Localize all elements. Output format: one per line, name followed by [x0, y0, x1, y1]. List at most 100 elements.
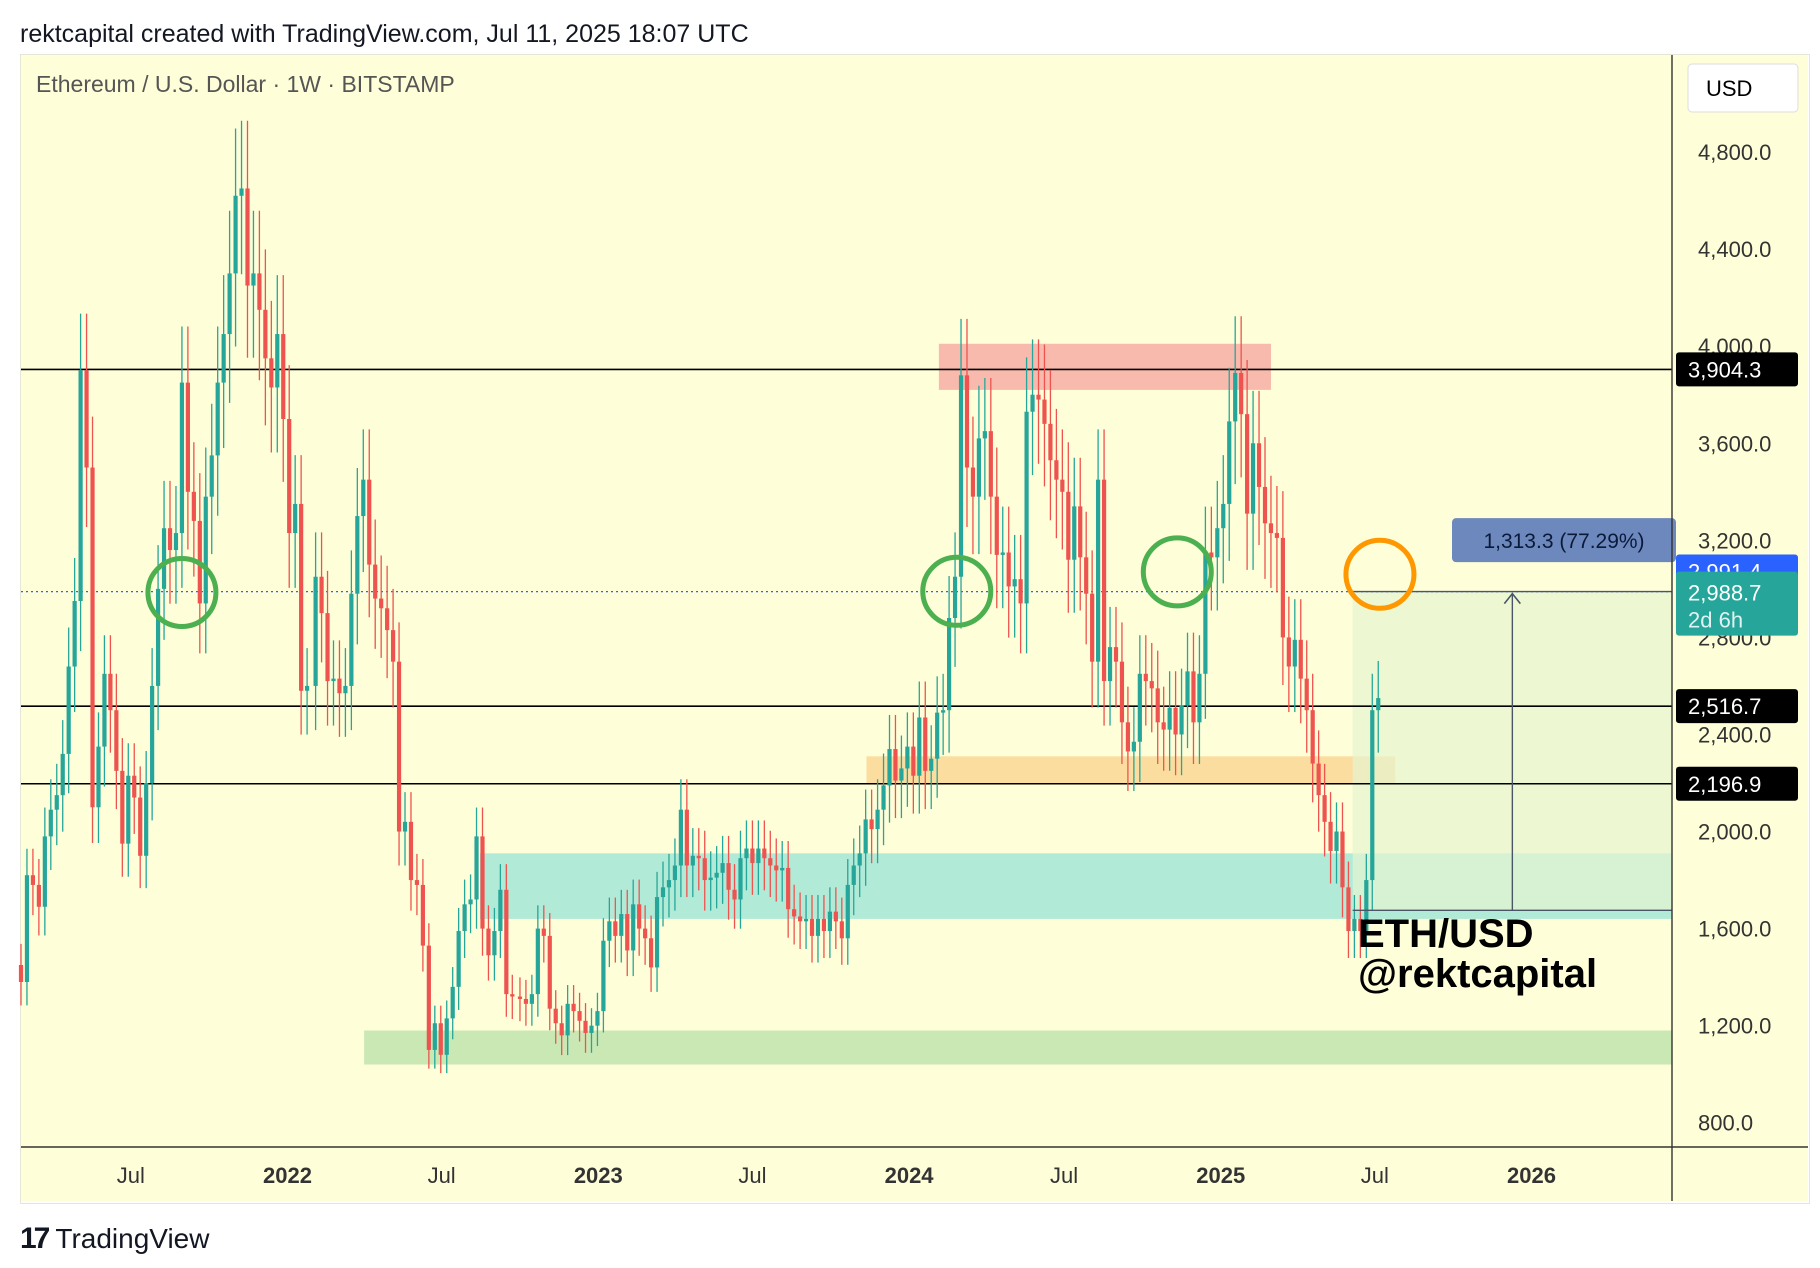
candle-98 — [607, 921, 612, 941]
candle-34 — [221, 334, 226, 383]
candle-117 — [720, 863, 725, 873]
candle-126 — [774, 865, 779, 871]
green-circle-3 — [1140, 535, 1214, 609]
level-tag-0-bg — [1676, 352, 1798, 387]
candle-19 — [132, 775, 137, 798]
candle-165 — [1006, 552, 1011, 587]
time-axis-background — [21, 1147, 1808, 1201]
candle-212 — [1286, 637, 1291, 667]
candle-122 — [750, 848, 755, 864]
candle-52 — [331, 678, 336, 682]
candle-176 — [1072, 506, 1077, 560]
candle-38 — [245, 188, 250, 286]
candle-72 — [450, 986, 455, 1019]
candle-58 — [367, 479, 372, 565]
chart-frame — [20, 54, 1810, 1204]
candle-169 — [1030, 394, 1035, 412]
candle-15 — [108, 673, 113, 711]
candle-37 — [239, 188, 244, 196]
y-tick-label-3: 2,000.0 — [1698, 820, 1771, 845]
tradingview-logo-icon[interactable]: 17 — [20, 1222, 50, 1255]
candle-69 — [432, 1023, 437, 1050]
candle-221 — [1340, 831, 1345, 888]
candle-67 — [420, 884, 425, 946]
candle-124 — [762, 848, 767, 859]
candle-56 — [355, 516, 360, 594]
candle-40 — [257, 273, 262, 310]
candle-202 — [1227, 421, 1232, 504]
candle-219 — [1328, 821, 1333, 851]
candle-168 — [1024, 411, 1029, 604]
candle-44 — [281, 334, 286, 419]
candle-132 — [809, 918, 815, 936]
demand-zone-green — [364, 1030, 1672, 1065]
candle-81 — [504, 889, 509, 995]
candle-99 — [613, 921, 618, 936]
candle-155 — [947, 617, 952, 711]
x-tick-label-3: 2023 — [574, 1163, 623, 1188]
x-tick-label-7: 2025 — [1196, 1163, 1245, 1188]
candle-182 — [1107, 647, 1113, 682]
candle-123 — [756, 848, 761, 864]
candle-2 — [30, 875, 36, 885]
attribution-header: rektcapital created with TradingView.com… — [20, 20, 749, 48]
currency-button[interactable] — [1687, 63, 1799, 113]
candle-91 — [565, 1003, 570, 1036]
candle-187 — [1137, 673, 1142, 742]
candle-146 — [893, 749, 898, 781]
candle-107 — [660, 887, 666, 898]
candle-191 — [1161, 722, 1166, 730]
candle-78 — [486, 928, 491, 956]
green-circle-2 — [920, 554, 994, 628]
candle-86 — [535, 928, 540, 995]
candle-142 — [869, 819, 874, 830]
candle-201 — [1221, 503, 1226, 529]
candle-141 — [863, 819, 868, 854]
candle-158 — [964, 375, 970, 468]
x-tick-label-2: Jul — [428, 1163, 456, 1188]
candle-5 — [48, 809, 53, 837]
candle-211 — [1280, 537, 1285, 638]
candle-157 — [958, 375, 964, 577]
candle-172 — [1048, 423, 1053, 461]
candle-103 — [637, 904, 642, 929]
candle-11 — [84, 370, 89, 468]
x-tick-label-6: Jul — [1050, 1163, 1078, 1188]
candle-28 — [185, 382, 190, 492]
candle-79 — [492, 931, 497, 956]
candle-181 — [1101, 479, 1107, 682]
candle-48 — [304, 685, 310, 691]
candle-218 — [1322, 795, 1327, 822]
candle-160 — [976, 438, 982, 497]
level-tag-2-bg — [1676, 766, 1798, 801]
candle-51 — [325, 613, 330, 682]
candle-206 — [1250, 443, 1256, 514]
candle-70 — [438, 1023, 443, 1055]
candle-24 — [161, 528, 167, 589]
candle-156 — [952, 576, 958, 618]
candle-89 — [553, 1008, 558, 1024]
green-circle-1 — [145, 556, 219, 630]
candle-76 — [474, 836, 479, 900]
x-tick-label-8: Jul — [1361, 1163, 1389, 1188]
candle-179 — [1090, 593, 1095, 662]
candle-143 — [875, 809, 880, 830]
candle-145 — [887, 749, 892, 786]
candle-196 — [1191, 671, 1196, 723]
candle-128 — [786, 867, 791, 910]
candle-0 — [18, 965, 24, 982]
candle-50 — [319, 576, 324, 614]
candle-224 — [1358, 918, 1363, 932]
current-price-tag-bg — [1676, 571, 1798, 636]
candle-73 — [456, 931, 461, 987]
measure-label: 1,313.3 (77.29%) — [1483, 530, 1644, 553]
candle-194 — [1179, 705, 1184, 735]
candle-177 — [1078, 506, 1083, 558]
candle-94 — [583, 1020, 588, 1033]
candle-71 — [444, 1018, 449, 1055]
candle-80 — [498, 889, 503, 932]
candle-54 — [343, 685, 348, 694]
footer-brand[interactable]: TradingView — [55, 1223, 210, 1254]
candle-210 — [1274, 533, 1280, 538]
